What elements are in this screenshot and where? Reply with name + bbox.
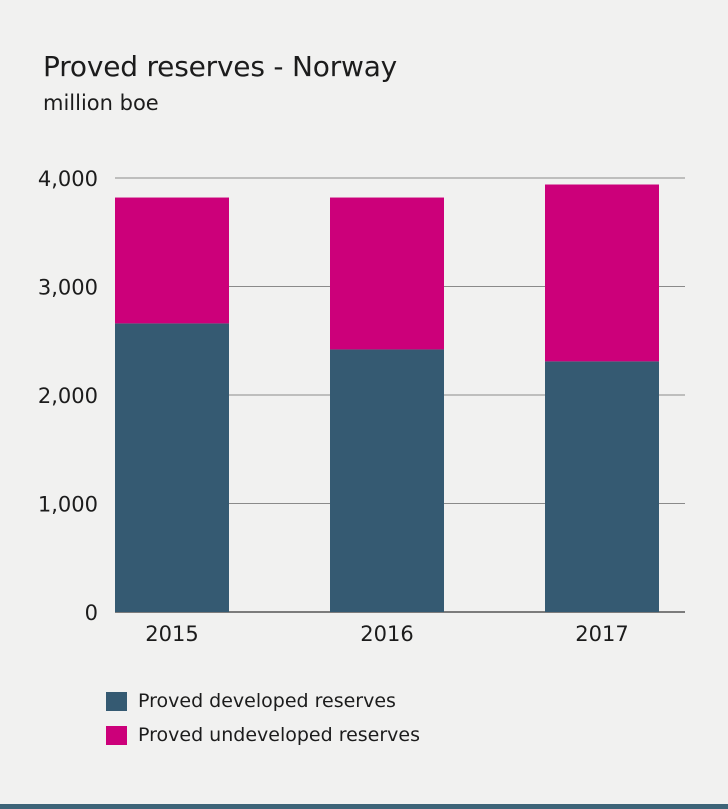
bar-developed-2017 bbox=[545, 361, 659, 612]
y-tick-label: 0 bbox=[85, 601, 98, 625]
legend-item-undeveloped: Proved undeveloped reserves bbox=[106, 718, 420, 752]
y-tick-label: 1,000 bbox=[38, 493, 98, 517]
y-tick-label: 2,000 bbox=[38, 384, 98, 408]
bar-developed-2015 bbox=[115, 323, 229, 612]
x-tick-label: 2017 bbox=[575, 622, 628, 646]
x-tick-label: 2016 bbox=[360, 622, 413, 646]
bar-undeveloped-2015 bbox=[115, 197, 229, 324]
legend-item-developed: Proved developed reserves bbox=[106, 684, 420, 718]
bars bbox=[115, 184, 659, 612]
y-tick-label: 3,000 bbox=[38, 276, 98, 300]
legend: Proved developed reserves Proved undevel… bbox=[106, 684, 420, 752]
axis-labels: 0 1,000 2,000 3,000 4,000 2015 2016 2017 bbox=[38, 167, 629, 646]
stacked-bar-chart: 0 1,000 2,000 3,000 4,000 2015 2016 2017 bbox=[38, 167, 685, 646]
bar-developed-2016 bbox=[330, 349, 444, 612]
chart-subtitle: million boe bbox=[43, 91, 159, 115]
legend-swatch-developed bbox=[106, 691, 127, 711]
y-tick-label: 4,000 bbox=[38, 167, 98, 191]
legend-swatch-undeveloped bbox=[106, 725, 127, 745]
legend-label-developed: Proved developed reserves bbox=[138, 690, 396, 712]
legend-label-undeveloped: Proved undeveloped reserves bbox=[138, 724, 421, 746]
bar-undeveloped-2017 bbox=[545, 184, 659, 362]
bar-undeveloped-2016 bbox=[330, 197, 444, 350]
chart-title: Proved reserves - Norway bbox=[43, 50, 398, 83]
bottom-rule bbox=[0, 804, 728, 809]
x-tick-label: 2015 bbox=[145, 622, 198, 646]
